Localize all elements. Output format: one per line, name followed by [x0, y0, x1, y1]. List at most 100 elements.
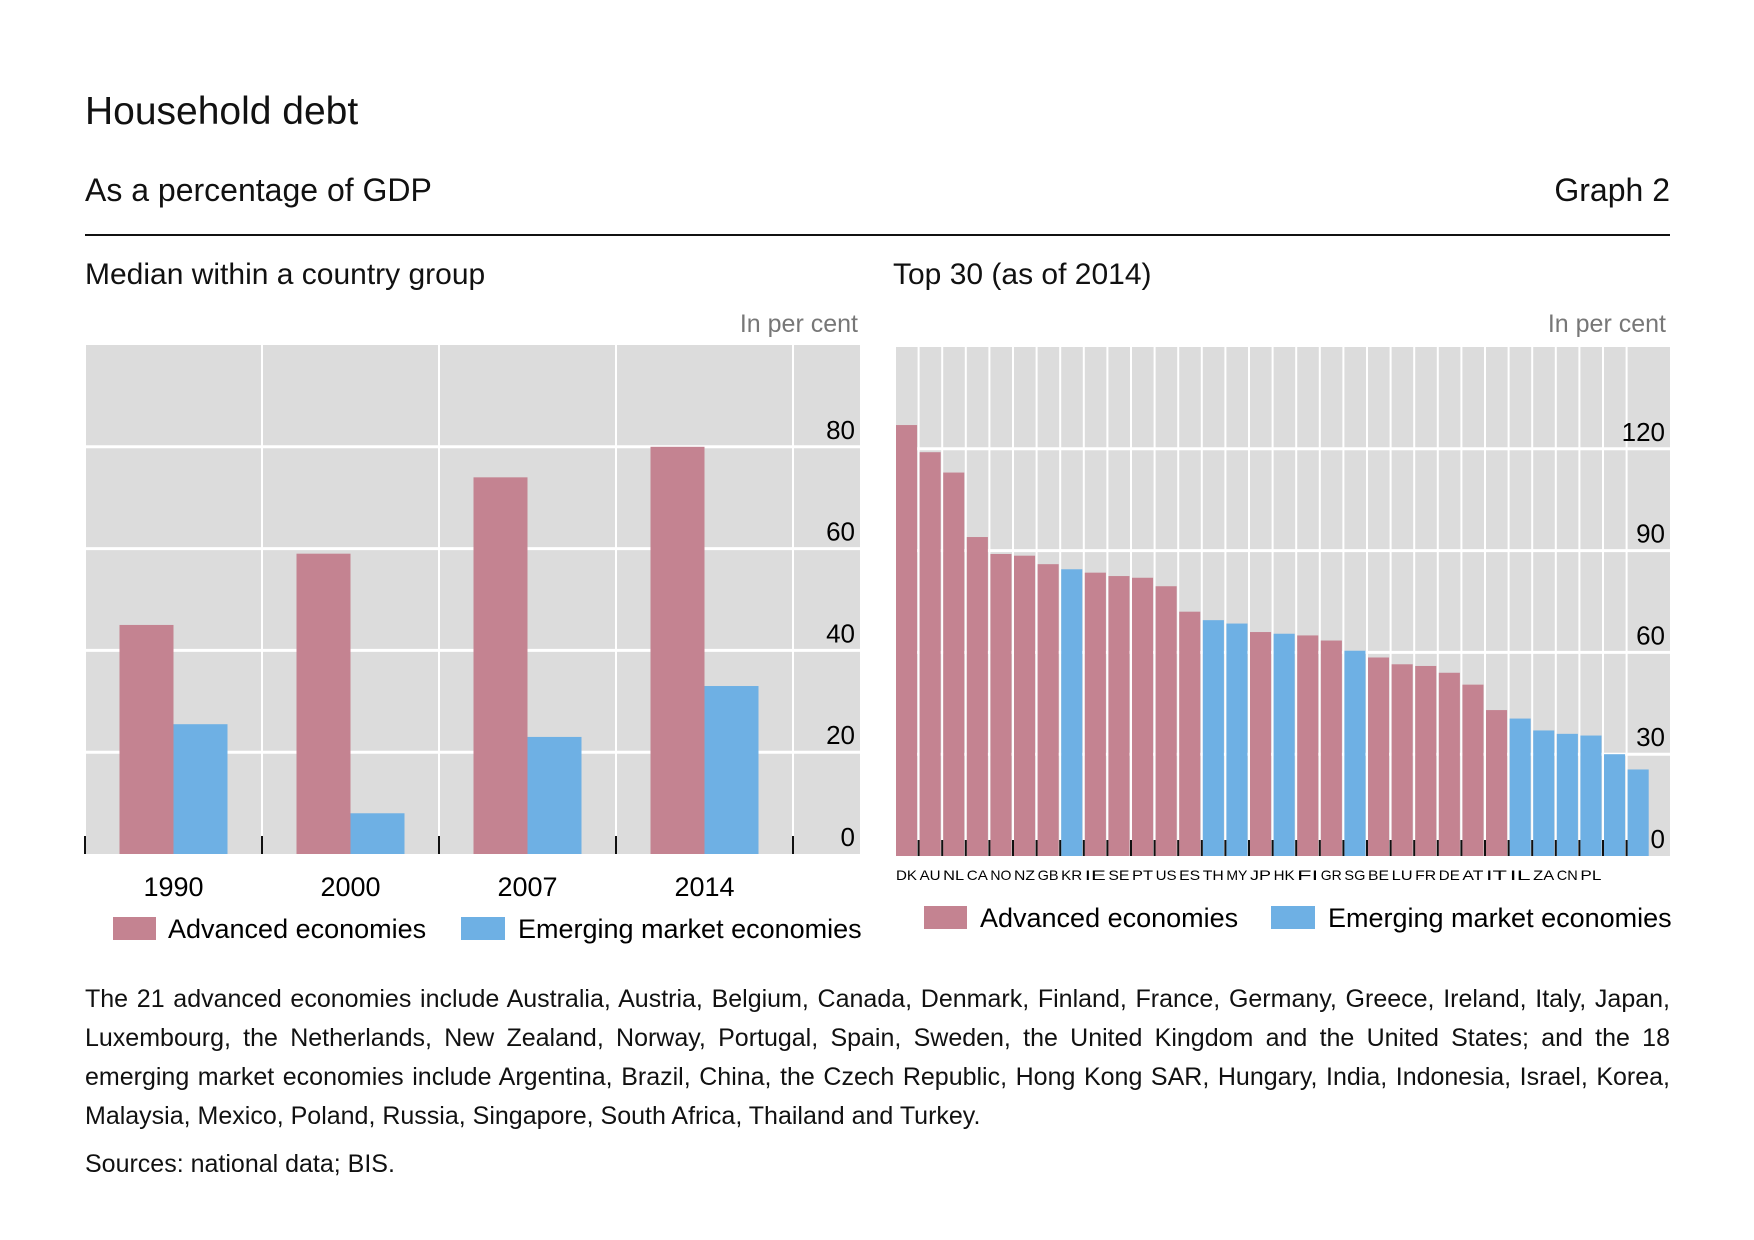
bar-DE [1438, 672, 1460, 856]
bar-SG [1344, 650, 1366, 856]
y-tick-label: 30 [1636, 722, 1665, 752]
bar-FR [1415, 665, 1437, 856]
bar-NL [943, 472, 965, 856]
bar-DK [896, 425, 918, 856]
bar-GB [1037, 564, 1059, 856]
legend-swatch-advanced [924, 906, 967, 929]
x-tick-label: JP [1250, 867, 1271, 883]
bar-CN [1556, 733, 1578, 856]
y-tick-label: 90 [1636, 519, 1665, 549]
bar-IE [1084, 572, 1106, 856]
bar-advanced-1990 [119, 624, 174, 854]
right-legend: Advanced economies Emerging market econo… [924, 903, 1672, 933]
y-tick-label: 0 [841, 822, 855, 852]
x-tick-label: IT [1486, 867, 1508, 883]
legend-label-advanced: Advanced economies [168, 914, 426, 944]
x-tick-label: 2007 [497, 872, 557, 902]
bar-advanced-2007 [473, 477, 528, 854]
bar-KR [1061, 569, 1083, 856]
bar-BE [1368, 657, 1390, 856]
x-tick-label: HK [1274, 867, 1296, 883]
bar-HK [1273, 633, 1295, 856]
graph-subtitle: As a percentage of GDP [85, 172, 432, 208]
x-tick-label: GR [1321, 867, 1342, 883]
graph-number: Graph 2 [1554, 172, 1670, 208]
x-tick-label: US [1156, 867, 1177, 883]
bar-unlabeled-31 [1627, 769, 1649, 856]
x-tick-label: ZA [1533, 867, 1555, 883]
legend-label-advanced: Advanced economies [980, 903, 1238, 933]
y-tick-label: 20 [826, 720, 855, 750]
right-panel-title: Top 30 (as of 2014) [893, 258, 1152, 291]
x-tick-label: BE [1368, 867, 1389, 883]
legend-swatch-emerging [461, 917, 505, 940]
bar-TH [1202, 620, 1224, 856]
x-tick-label: KR [1061, 867, 1082, 883]
y-tick-label: 60 [1636, 620, 1665, 650]
y-tick-label: 60 [826, 517, 855, 547]
x-tick-label: FI [1297, 867, 1318, 883]
x-tick-label: ES [1179, 867, 1200, 883]
y-tick-label: 80 [826, 415, 855, 445]
legend-label-emerging: Emerging market economies [1328, 903, 1672, 933]
x-tick-label: LU [1392, 867, 1413, 883]
bar-ES [1179, 611, 1201, 856]
x-tick-label: IL [1510, 867, 1531, 883]
bar-advanced-2014 [650, 446, 705, 854]
x-tick-label: AT [1462, 867, 1484, 883]
bar-AT [1462, 684, 1484, 856]
bar-CA [966, 537, 988, 856]
y-tick-label: 120 [1622, 417, 1665, 447]
x-tick-label: PT [1132, 867, 1154, 883]
left-panel-title: Median within a country group [85, 258, 486, 291]
bar-PT [1132, 577, 1154, 856]
x-tick-label: DE [1439, 867, 1460, 883]
x-tick-label: SE [1108, 867, 1129, 883]
x-tick-label: 2014 [674, 872, 734, 902]
left-legend: Advanced economies Emerging market econo… [113, 914, 862, 944]
x-tick-label: TH [1203, 867, 1224, 883]
sources-note: Sources: national data; BIS. [85, 1150, 395, 1178]
legend-label-emerging: Emerging market economies [518, 914, 862, 944]
x-tick-label: MY [1226, 867, 1248, 883]
footnote: The 21 advanced economies include Austra… [85, 985, 1670, 1130]
y-tick-label: 40 [826, 618, 855, 648]
bar-MY [1226, 623, 1248, 856]
x-tick-label: DK [896, 867, 918, 883]
bar-SE [1108, 576, 1130, 856]
x-tick-label: AU [920, 867, 941, 883]
x-tick-label: CA [967, 867, 989, 883]
bar-US [1155, 586, 1177, 856]
bar-emerging-2000 [350, 813, 405, 854]
bar-FI [1297, 635, 1319, 856]
x-tick-label: 2000 [320, 872, 380, 902]
legend-swatch-advanced [113, 917, 156, 940]
right-bar-chart: 0 30 60 90 120 DK AU NL CA NO NZ GB KR IE SE PT US ES TH MY… [894, 347, 1670, 883]
x-tick-label: NL [943, 867, 964, 883]
right-unit-label: In per cent [1548, 310, 1666, 338]
bar-advanced-2000 [296, 553, 351, 854]
bar-LU [1391, 664, 1413, 856]
left-bar-chart: 0 20 40 60 80 1990 2000 2007 2014 [84, 345, 860, 902]
x-tick-label: PL [1580, 867, 1601, 883]
bar-NO [990, 553, 1012, 856]
bar-GR [1320, 640, 1342, 856]
x-tick-label: 1990 [143, 872, 203, 902]
bar-PL [1580, 735, 1602, 856]
bar-ZA [1533, 730, 1555, 856]
header-divider [85, 234, 1670, 236]
left-unit-label: In per cent [740, 310, 858, 338]
bar-JP [1250, 632, 1272, 856]
bar-emerging-2014 [704, 686, 759, 854]
bar-IL [1509, 718, 1531, 856]
x-tick-label: SG [1344, 867, 1365, 883]
bar-emerging-2007 [527, 736, 582, 854]
bar-AU [919, 452, 941, 856]
graph-title: Household debt [85, 90, 359, 133]
legend-swatch-emerging [1271, 906, 1315, 929]
bar-NZ [1014, 555, 1036, 856]
x-tick-label: FR [1415, 867, 1436, 883]
x-tick-label: NO [990, 867, 1011, 883]
bar-IT [1486, 710, 1508, 856]
